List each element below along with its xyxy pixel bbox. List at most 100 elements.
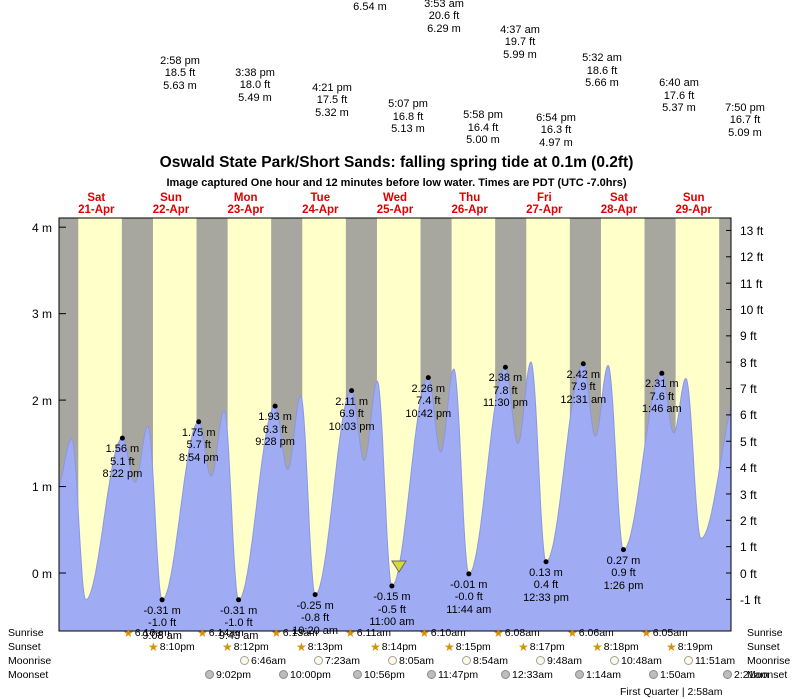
moon-icon (684, 656, 693, 665)
sunset-time: ★8:15pm (444, 640, 491, 654)
tide-extreme-dot (659, 370, 665, 376)
low-tide-annotation: 0.13 m 0.4 ft 12:33 pm (523, 566, 569, 604)
high-tide-annotation: 2.26 m 7.4 ft 10:42 pm (405, 382, 452, 420)
day-label: Sun 29-Apr (675, 192, 712, 216)
sunrise-row-label: Sunrise (747, 627, 783, 639)
sunset-time: ★8:17pm (518, 640, 565, 654)
moonrise-time: 9:48am (536, 655, 582, 668)
sunset-time: ★8:12pm (222, 640, 269, 654)
moon-icon (649, 670, 658, 679)
tide-curve (58, 361, 732, 632)
tide-extreme-dot (543, 559, 549, 565)
offchart-tide-annotation: 5:58 pm 16.4 ft 5.00 m (463, 109, 503, 147)
sunrise-time: ★6:06am (567, 626, 614, 640)
moon-icon (536, 656, 545, 665)
day-label: Fri 27-Apr (526, 192, 563, 216)
sunset-time: ★8:18pm (592, 640, 639, 654)
meters-tick-label: 4 m (31, 220, 52, 235)
feet-tick-label: 2 ft (740, 513, 757, 528)
moonrise-time: 8:54am (462, 655, 508, 668)
meters-tick-label: 1 m (31, 480, 52, 495)
day-label: Sat 21-Apr (78, 192, 115, 216)
current-time-marker (391, 560, 407, 573)
feet-tick-label: 1 ft (740, 540, 757, 555)
moonset-time: 10:56pm (353, 669, 405, 682)
offchart-tide-annotation: 4:37 am 19.7 ft 5.99 m (500, 23, 540, 61)
moon-icon (575, 670, 584, 679)
feet-tick-label: 10 ft (740, 303, 764, 317)
sun-star-icon: ★ (296, 640, 307, 654)
tide-extreme-dot (196, 419, 202, 425)
low-tide-annotation: -0.31 m -1.0 ft 9:43 am (218, 604, 259, 642)
offchart-tide-annotation: 3:53 am 20.6 ft 6.29 m (424, 0, 464, 35)
moon-icon (501, 670, 510, 679)
tide-extreme-dot (312, 592, 318, 598)
sun-star-icon: ★ (567, 626, 578, 640)
moonset-row-label: Moonset (747, 669, 788, 681)
sunrise-time: ★6:10am (419, 626, 466, 640)
high-tide-annotation: 1.56 m 5.1 ft 8:22 pm (102, 443, 143, 481)
moonrise-time: 10:48am (610, 655, 662, 668)
sun-star-icon: ★ (271, 626, 282, 640)
moon-icon (353, 670, 362, 679)
low-tide-annotation: -0.15 m -0.5 ft 11:00 am (369, 591, 415, 628)
moonset-time: 12:33am (501, 669, 553, 682)
sunrise-row-label: Sunrise (8, 627, 44, 639)
sun-star-icon: ★ (370, 640, 381, 654)
feet-tick-label: 7 ft (740, 382, 757, 397)
tide-extreme-dot (119, 435, 125, 441)
sunset-row-label: Sunset (8, 641, 41, 653)
moonrise-row-label: Moonrise (747, 655, 791, 667)
day-label: Sat 28-Apr (600, 192, 638, 216)
moonrise-time: 7:23am (314, 655, 360, 668)
moonset-time: 10:00pm (279, 669, 331, 682)
high-tide-annotation: 1.75 m 5.7 ft 8:54 pm (178, 426, 219, 464)
feet-tick-label: 12 ft (740, 250, 764, 265)
sunset-row-label: Sunset (747, 641, 780, 653)
sunrise-time: ★6:08am (493, 626, 540, 640)
day-label: Sun 22-Apr (152, 192, 190, 216)
sunrise-time: ★6:11am (345, 626, 392, 640)
sun-star-icon: ★ (518, 640, 529, 654)
plot-border (58, 217, 732, 632)
day-label: Thu 26-Apr (451, 192, 488, 216)
moonset-time: 11:47pm (427, 669, 478, 682)
feet-tick-label: 11 ft (740, 276, 763, 291)
moonrise-time: 8:05am (388, 655, 434, 668)
tide-extreme-dot (466, 571, 472, 577)
moonrise-time: 11:51am (684, 655, 735, 668)
moonrise-time: 6:46am (240, 655, 286, 668)
tide-extreme-dot (349, 388, 355, 394)
moonset-time: 1:14am (575, 669, 621, 682)
day-label: Tue 24-Apr (302, 192, 339, 216)
feet-tick-label: 6 ft (740, 408, 757, 423)
sun-star-icon: ★ (444, 640, 455, 654)
feet-tick-label: -1 ft (740, 592, 761, 607)
meters-tick-label: 0 m (31, 566, 52, 581)
night-band (719, 218, 731, 631)
sun-star-icon: ★ (493, 626, 504, 640)
sun-star-icon: ★ (148, 640, 159, 654)
feet-tick-label: 0 ft (740, 566, 757, 581)
tide-extreme-dot (272, 403, 278, 409)
sunrise-time: ★6:16am (123, 626, 170, 640)
feet-tick-label: 13 ft (740, 224, 764, 238)
offchart-tide-annotation: 5:32 am 18.6 ft 5.66 m (582, 52, 622, 90)
tide-extreme-dot (620, 547, 626, 553)
sun-star-icon: ★ (419, 626, 430, 640)
tide-extreme-dot (389, 583, 395, 589)
moon-icon (388, 656, 397, 665)
moon-icon (610, 656, 619, 665)
meters-tick-label: 2 m (31, 393, 52, 408)
sun-star-icon: ★ (222, 640, 233, 654)
moon-phase-note: First Quarter | 2:58am (620, 686, 723, 698)
sun-star-icon: ★ (592, 640, 603, 654)
feet-tick-label: 5 ft (740, 434, 757, 449)
offchart-tide-annotation: 7:50 pm 16.7 ft 5.09 m (725, 101, 765, 139)
moon-icon (279, 670, 288, 679)
offchart-tide-annotation: 4:21 pm 17.5 ft 5.32 m (312, 81, 352, 119)
low-tide-annotation: -0.31 m -1.0 ft 9:08 am (142, 604, 182, 642)
feet-tick-label: 3 ft (740, 487, 757, 502)
